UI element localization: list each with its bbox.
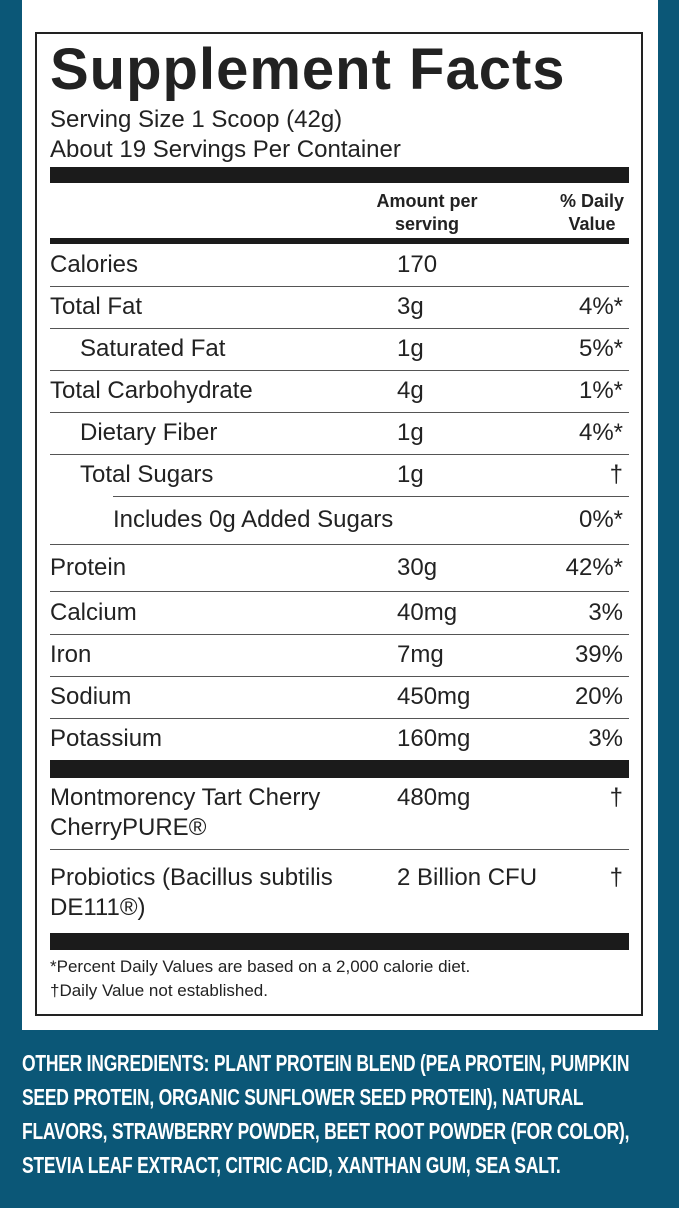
amount: 1g xyxy=(397,419,424,446)
header-dv: Value xyxy=(568,214,616,234)
amount: 450mg xyxy=(397,683,471,710)
nutrient-name: Iron xyxy=(50,641,92,668)
daily-value: 1%* xyxy=(578,377,623,404)
row-rule xyxy=(50,454,629,455)
serving-size: Serving Size 1 Scoop (42g) xyxy=(50,106,343,133)
amount: 170 xyxy=(397,251,438,278)
ingredient-name: Probiotics (Bacillus subtilis xyxy=(50,864,333,891)
nutrient-name: Calories xyxy=(50,251,139,278)
label-border xyxy=(35,32,643,1016)
daily-value: 5%* xyxy=(578,335,623,362)
nutrient-name: Dietary Fiber xyxy=(80,419,218,446)
row-rule xyxy=(50,849,629,850)
servings-per-container: About 19 Servings Per Container xyxy=(50,136,401,163)
nutrient-name: Calcium xyxy=(50,598,137,626)
row-rule xyxy=(50,328,629,329)
amount: 480mg xyxy=(397,784,471,811)
amount: 1g xyxy=(397,461,424,488)
header-amount: Amount per xyxy=(376,191,478,211)
row-rule xyxy=(50,676,629,677)
row-rule xyxy=(50,286,629,287)
row-rule xyxy=(50,591,629,592)
daily-value: 42%* xyxy=(565,553,623,581)
nutrient-name: Saturated Fat xyxy=(80,335,226,362)
ingredient-name: Montmorency Tart Cherry xyxy=(50,784,321,811)
medium-bar xyxy=(50,238,629,244)
ingredient-name: CherryPURE® xyxy=(50,814,207,841)
title: Supplement Facts xyxy=(50,37,566,102)
row-rule xyxy=(50,412,629,413)
daily-value: 4%* xyxy=(578,293,623,320)
nutrient-name: Total Sugars xyxy=(80,461,214,488)
other-ingredients: OTHER INGREDIENTS: PLANT PROTEIN BLEND (… xyxy=(22,1050,630,1178)
ingredient-name: DE111®) xyxy=(50,894,146,921)
footnote: †Daily Value not established. xyxy=(50,981,268,1000)
daily-value: 20% xyxy=(574,683,623,710)
header-amount: serving xyxy=(394,214,460,234)
nutrient-name: Potassium xyxy=(50,725,163,752)
amount: 1g xyxy=(397,335,424,362)
amount: 30g xyxy=(397,553,438,581)
nutrient-name: Sodium xyxy=(50,683,132,710)
daily-value: 3% xyxy=(588,725,623,752)
thick-bar xyxy=(50,760,629,778)
nutrient-name: Total Fat xyxy=(50,293,143,320)
daily-value: 4%* xyxy=(578,419,623,446)
amount: 7mg xyxy=(397,641,444,668)
nutrient-name: Total Carbohydrate xyxy=(50,377,253,404)
daily-value: † xyxy=(609,864,623,891)
row-rule xyxy=(50,370,629,371)
header-dv: % Daily xyxy=(559,191,625,211)
nutrient-name: Includes 0g Added Sugars xyxy=(113,506,394,533)
daily-value: 39% xyxy=(574,641,623,668)
amount: 2 Billion CFU xyxy=(397,864,538,891)
daily-value: 0%* xyxy=(578,506,623,533)
row-rule xyxy=(113,496,629,497)
row-rule xyxy=(50,634,629,635)
daily-value: † xyxy=(609,784,623,811)
thick-bar xyxy=(50,933,629,950)
footnote: *Percent Daily Values are based on a 2,0… xyxy=(50,957,471,976)
daily-value: 3% xyxy=(588,598,623,626)
thick-bar xyxy=(50,167,629,183)
amount: 160mg xyxy=(397,725,471,752)
amount: 40mg xyxy=(397,598,458,626)
amount: 3g xyxy=(397,293,424,320)
row-rule xyxy=(50,718,629,719)
amount: 4g xyxy=(397,377,424,404)
daily-value: † xyxy=(609,461,623,488)
row-rule xyxy=(50,544,629,545)
nutrient-name: Protein xyxy=(50,553,127,581)
